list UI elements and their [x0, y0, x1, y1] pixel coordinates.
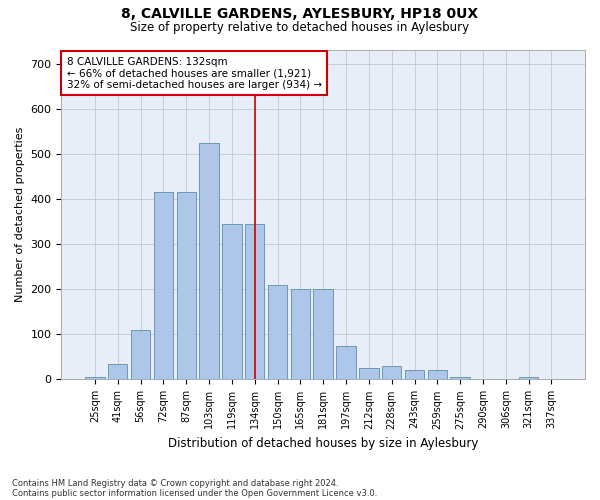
Bar: [176, 192, 196, 380]
X-axis label: Distribution of detached houses by size in Aylesbury: Distribution of detached houses by size …: [168, 437, 478, 450]
Text: Contains public sector information licensed under the Open Government Licence v3: Contains public sector information licen…: [12, 488, 377, 498]
Text: Size of property relative to detached houses in Aylesbury: Size of property relative to detached ho…: [130, 21, 470, 34]
Y-axis label: Number of detached properties: Number of detached properties: [15, 127, 25, 302]
Bar: [85, 377, 104, 380]
Bar: [519, 377, 538, 380]
Text: 8 CALVILLE GARDENS: 132sqm
← 66% of detached houses are smaller (1,921)
32% of s: 8 CALVILLE GARDENS: 132sqm ← 66% of deta…: [67, 56, 322, 90]
Bar: [382, 366, 401, 380]
Bar: [428, 370, 447, 380]
Bar: [108, 364, 127, 380]
Bar: [131, 330, 150, 380]
Bar: [473, 378, 493, 380]
Bar: [359, 368, 379, 380]
Text: 8, CALVILLE GARDENS, AYLESBURY, HP18 0UX: 8, CALVILLE GARDENS, AYLESBURY, HP18 0UX: [121, 8, 479, 22]
Text: Contains HM Land Registry data © Crown copyright and database right 2024.: Contains HM Land Registry data © Crown c…: [12, 478, 338, 488]
Bar: [222, 224, 242, 380]
Bar: [496, 378, 515, 380]
Bar: [405, 370, 424, 380]
Bar: [245, 224, 265, 380]
Bar: [290, 289, 310, 380]
Bar: [268, 284, 287, 380]
Bar: [313, 289, 333, 380]
Bar: [199, 142, 219, 380]
Bar: [542, 378, 561, 380]
Bar: [154, 192, 173, 380]
Bar: [337, 346, 356, 380]
Bar: [451, 377, 470, 380]
